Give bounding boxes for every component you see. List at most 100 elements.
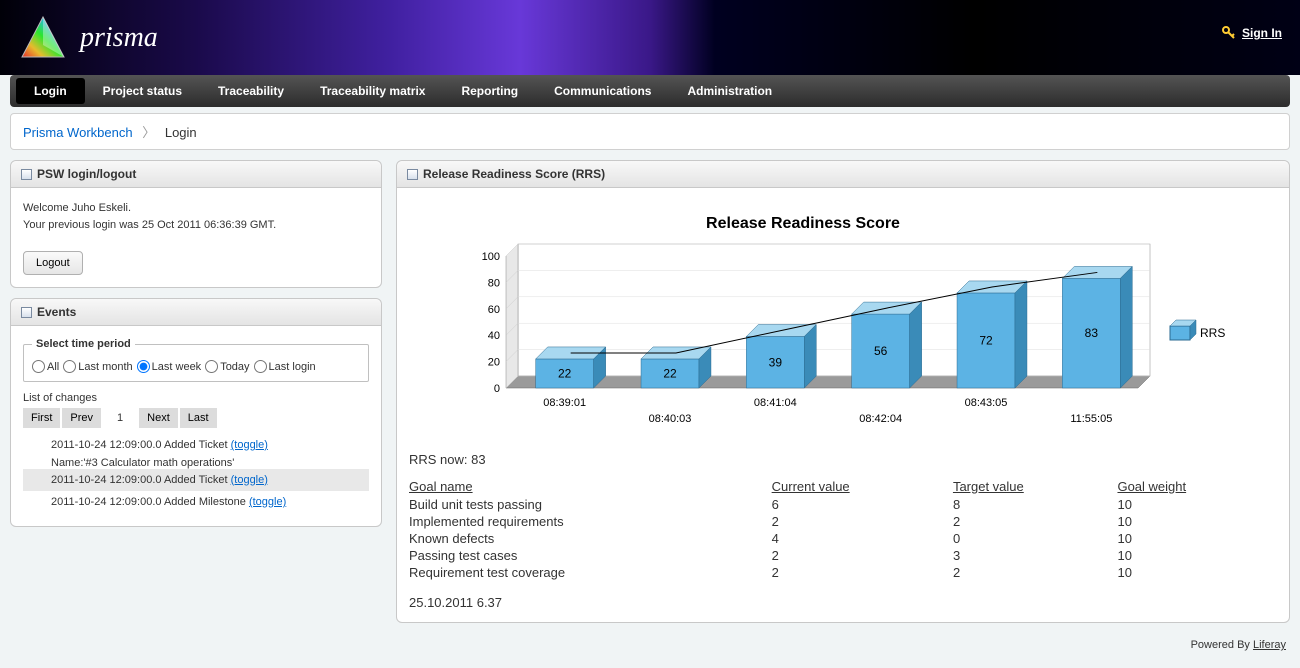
table-cell: 3: [953, 547, 1118, 564]
svg-text:22: 22: [558, 366, 572, 380]
table-row: Implemented requirements2210: [409, 513, 1277, 530]
signin-area: Sign In: [1222, 26, 1282, 40]
welcome-line2: Your previous login was 25 Oct 2011 06:3…: [23, 217, 369, 234]
table-cell: 2: [953, 564, 1118, 581]
pager-last[interactable]: Last: [180, 408, 217, 428]
radio-input[interactable]: [63, 360, 76, 373]
rrs-now: RRS now: 83: [409, 448, 1277, 477]
svg-text:60: 60: [488, 304, 500, 316]
prism-icon: [18, 13, 68, 63]
login-panel: PSW login/logout Welcome Juho Eskeli. Yo…: [10, 160, 382, 288]
table-cell: 0: [953, 530, 1118, 547]
radio-label: Last login: [269, 361, 316, 373]
radio-label: Today: [220, 361, 249, 373]
nav-item-reporting[interactable]: Reporting: [443, 75, 536, 107]
welcome-line1: Welcome Juho Eskeli.: [23, 200, 369, 217]
radio-last-week[interactable]: Last week: [137, 360, 202, 373]
breadcrumb: Prisma Workbench 〉 Login: [10, 113, 1290, 150]
radio-last-login[interactable]: Last login: [254, 360, 316, 373]
svg-text:72: 72: [979, 333, 993, 347]
rrs-panel-header: Release Readiness Score (RRS): [397, 161, 1289, 188]
radio-label: All: [47, 361, 59, 373]
table-cell: 10: [1117, 530, 1277, 547]
panel-icon: [21, 169, 32, 180]
radio-input[interactable]: [137, 360, 150, 373]
toggle-link[interactable]: (toggle): [249, 496, 286, 508]
chart-area: Release Readiness Score 0 20 40 60 80 100 22 08:…: [409, 200, 1277, 448]
table-cell: 10: [1117, 513, 1277, 530]
table-cell: 6: [772, 496, 953, 513]
svg-text:39: 39: [769, 355, 783, 369]
table-cell: 2: [772, 564, 953, 581]
change-item: 2011-10-24 12:09:00.0 Added Milestone (t…: [23, 491, 369, 514]
radio-label: Last month: [78, 361, 132, 373]
login-panel-title: PSW login/logout: [37, 167, 136, 181]
svg-text:100: 100: [482, 251, 500, 263]
rrs-now-label: RRS now:: [409, 452, 471, 467]
pager-next[interactable]: Next: [139, 408, 178, 428]
time-period-fieldset: Select time period AllLast monthLast wee…: [23, 338, 369, 382]
table-cell: Implemented requirements: [409, 513, 772, 530]
powered-by-label: Powered By: [1191, 639, 1253, 651]
nav-bar: LoginProject statusTraceabilityTraceabil…: [10, 75, 1290, 107]
goal-header: Goal name: [409, 477, 772, 496]
nav-item-login[interactable]: Login: [16, 78, 85, 104]
table-row: Requirement test coverage2210: [409, 564, 1277, 581]
table-cell: 10: [1117, 496, 1277, 513]
rrs-panel-title: Release Readiness Score (RRS): [423, 167, 605, 181]
events-panel: Events Select time period AllLast monthL…: [10, 298, 382, 527]
table-cell: Known defects: [409, 530, 772, 547]
breadcrumb-sep: 〉: [142, 125, 155, 140]
table-row: Build unit tests passing6810: [409, 496, 1277, 513]
svg-text:08:40:03: 08:40:03: [649, 413, 692, 425]
welcome-text: Welcome Juho Eskeli. Your previous login…: [23, 200, 369, 233]
radio-input[interactable]: [205, 360, 218, 373]
nav-item-project-status[interactable]: Project status: [85, 75, 200, 107]
nav-item-communications[interactable]: Communications: [536, 75, 669, 107]
change-item: 2011-10-24 12:09:00.0 Added Ticket (togg…: [23, 434, 369, 457]
svg-text:08:39:01: 08:39:01: [543, 397, 586, 409]
change-text: 2011-10-24 12:09:00.0 Added Ticket: [51, 439, 231, 451]
svg-text:40: 40: [488, 330, 500, 342]
toggle-link[interactable]: (toggle): [231, 474, 268, 486]
table-cell: 2: [953, 513, 1118, 530]
radio-last-month[interactable]: Last month: [63, 360, 132, 373]
svg-text:0: 0: [494, 383, 500, 395]
svg-text:11:55:05: 11:55:05: [1070, 413, 1112, 425]
table-cell: 2: [772, 513, 953, 530]
radio-input[interactable]: [32, 360, 45, 373]
pager-first[interactable]: First: [23, 408, 60, 428]
nav-item-traceability-matrix[interactable]: Traceability matrix: [302, 75, 443, 107]
svg-text:83: 83: [1085, 326, 1099, 340]
svg-text:20: 20: [488, 357, 500, 369]
radio-today[interactable]: Today: [205, 360, 249, 373]
pager-prev[interactable]: Prev: [62, 408, 101, 428]
toggle-link[interactable]: (toggle): [231, 439, 268, 451]
goal-header: Target value: [953, 477, 1118, 496]
change-text: 2011-10-24 12:09:00.0 Added Milestone: [51, 496, 249, 508]
panel-icon: [407, 169, 418, 180]
signin-link[interactable]: Sign In: [1242, 26, 1282, 40]
radio-input[interactable]: [254, 360, 267, 373]
svg-text:08:43:05: 08:43:05: [965, 397, 1008, 409]
svg-text:80: 80: [488, 277, 500, 289]
nav-item-administration[interactable]: Administration: [669, 75, 790, 107]
goal-header: Current value: [772, 477, 953, 496]
svg-text:Release Readiness Score: Release Readiness Score: [706, 215, 900, 232]
rrs-now-value: 83: [471, 452, 485, 467]
goal-table: Goal nameCurrent valueTarget valueGoal w…: [409, 477, 1277, 581]
liferay-link[interactable]: Liferay: [1253, 639, 1286, 651]
goal-header: Goal weight: [1117, 477, 1277, 496]
table-cell: Requirement test coverage: [409, 564, 772, 581]
table-cell: 2: [772, 547, 953, 564]
radio-all[interactable]: All: [32, 360, 59, 373]
logout-button[interactable]: Logout: [23, 251, 83, 275]
list-of-changes-label: List of changes: [23, 392, 369, 404]
nav-item-traceability[interactable]: Traceability: [200, 75, 302, 107]
change-detail: Name:'#3 Calculator math operations': [23, 457, 369, 469]
table-row: Passing test cases2310: [409, 547, 1277, 564]
breadcrumb-root[interactable]: Prisma Workbench: [23, 125, 133, 140]
brand-name: prisma: [80, 22, 158, 54]
svg-text:22: 22: [663, 366, 677, 380]
footer: Powered By Liferay: [0, 633, 1300, 657]
